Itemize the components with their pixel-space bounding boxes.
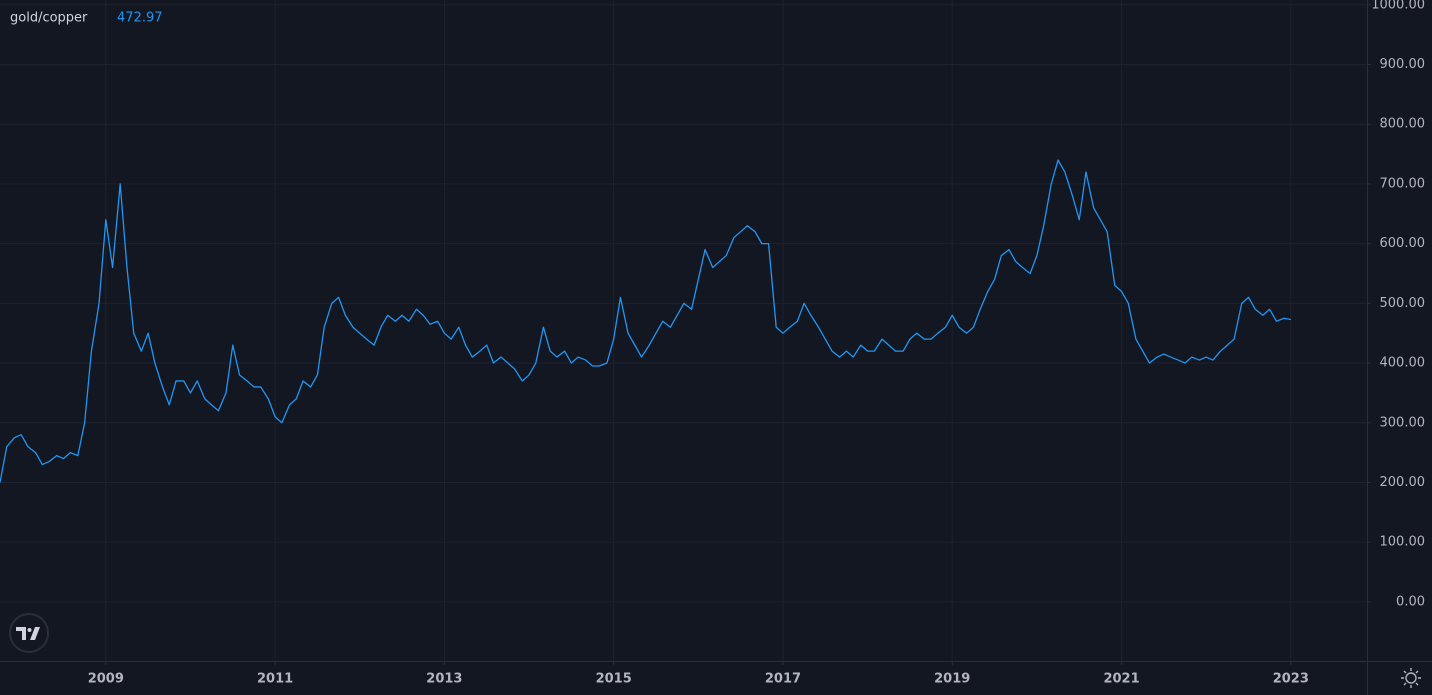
x-tick-label: 2019 (934, 672, 970, 687)
y-tick-label: 800.00 (1380, 117, 1426, 132)
y-tick-label: 300.00 (1380, 415, 1426, 430)
series-line (0, 159, 1291, 483)
y-tick-label: 0.00 (1396, 594, 1425, 609)
y-tick-label: 600.00 (1380, 236, 1426, 251)
x-tick-label: 2017 (765, 672, 801, 687)
x-tick-label: 2021 (1103, 672, 1139, 687)
y-tick-label: 700.00 (1380, 176, 1426, 191)
x-tick-label: 2023 (1273, 672, 1309, 687)
y-tick-label: 200.00 (1380, 475, 1426, 490)
x-tick-label: 2013 (426, 672, 462, 687)
y-tick-label: 100.00 (1380, 535, 1426, 550)
x-tick-label: 2009 (88, 672, 124, 687)
y-tick-label: 500.00 (1380, 296, 1426, 311)
y-tick-label: 400.00 (1380, 356, 1426, 371)
x-tick-label: 2015 (596, 672, 632, 687)
series-name: gold/copper (10, 11, 88, 26)
y-tick-label: 1000.00 (1371, 0, 1425, 12)
last-value: 472.97 (117, 11, 163, 26)
plot-area (0, 159, 1291, 483)
logo (9, 613, 49, 653)
y-tick-label: 900.00 (1380, 57, 1426, 72)
x-tick-label: 2011 (257, 672, 293, 687)
axis-labels: 0.00 100.00 200.00 300.00 400.00 500.00 600.00… (88, 0, 1425, 687)
settings-icon[interactable] (1401, 668, 1421, 688)
